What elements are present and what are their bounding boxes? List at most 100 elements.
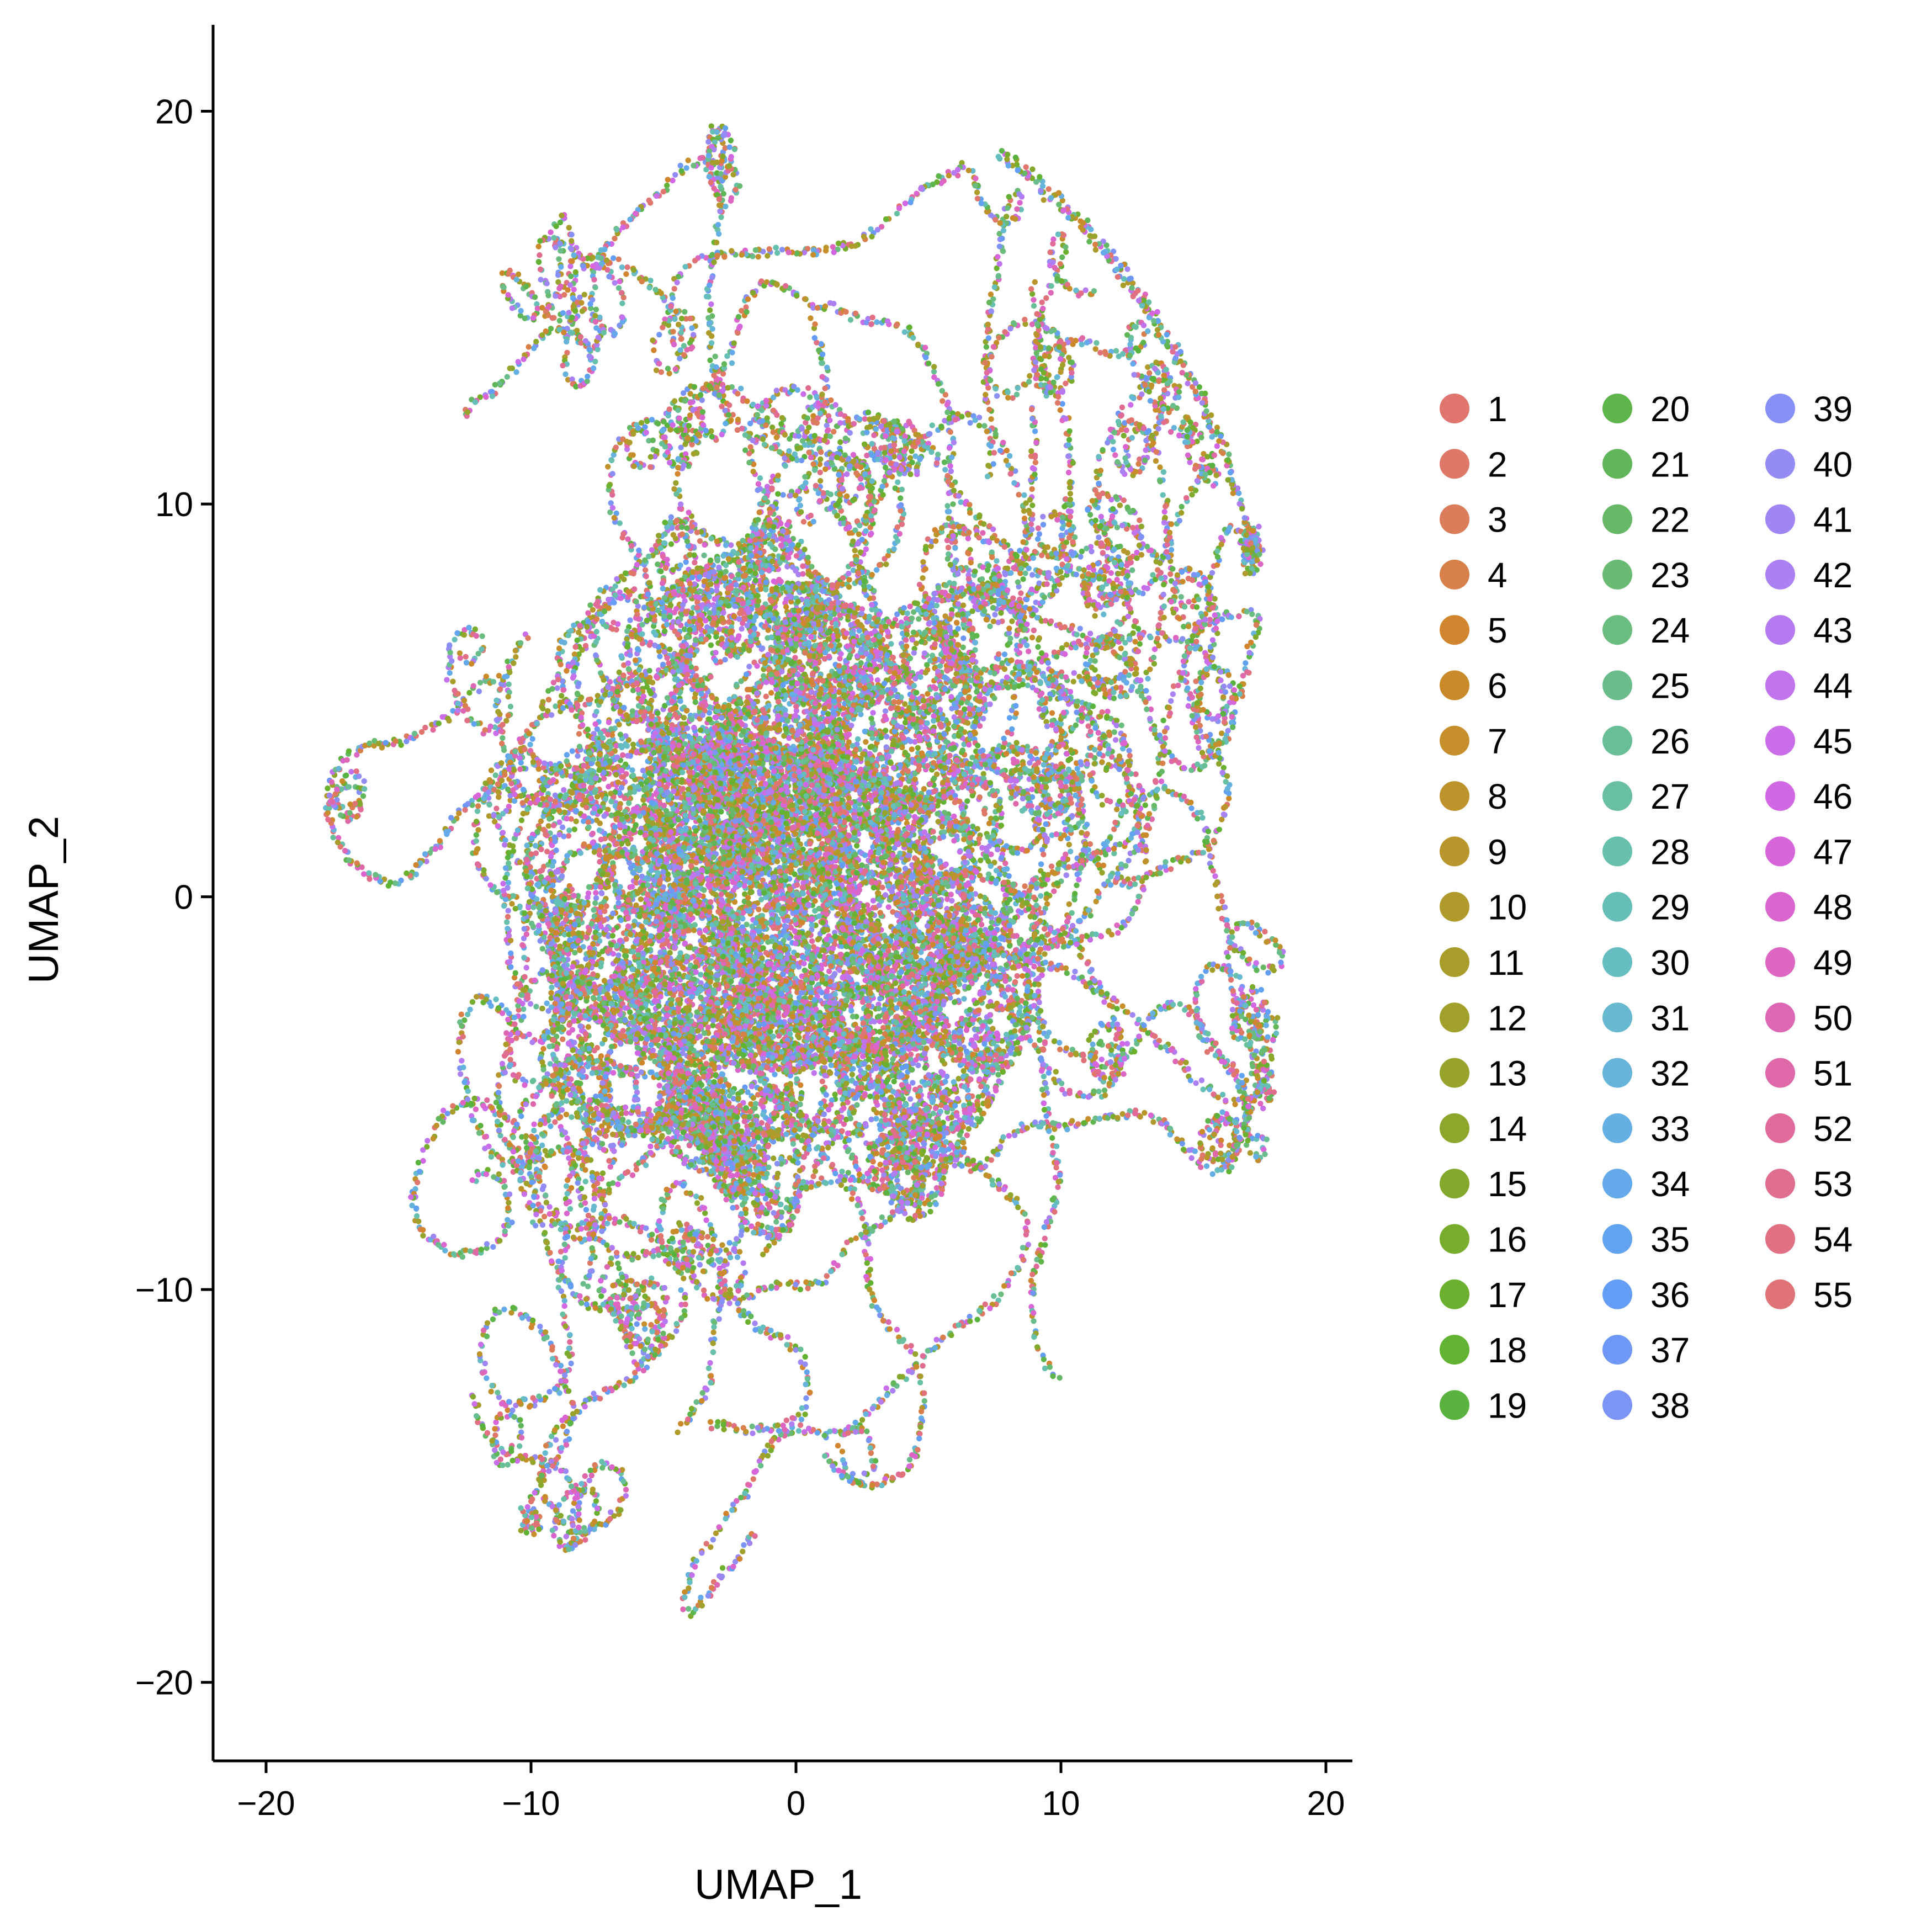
data-point	[1185, 381, 1190, 386]
data-point	[1168, 429, 1174, 434]
data-point	[989, 680, 994, 685]
data-point	[670, 295, 676, 301]
data-point	[1092, 242, 1098, 247]
data-point	[1093, 247, 1098, 252]
data-point	[999, 822, 1004, 828]
data-point	[1061, 503, 1067, 509]
data-point	[1085, 591, 1090, 596]
data-point	[1212, 453, 1217, 458]
data-point	[1198, 434, 1204, 440]
data-point	[1037, 174, 1042, 179]
data-point	[1059, 254, 1065, 260]
data-point	[1008, 471, 1013, 476]
data-point	[805, 415, 810, 421]
data-point	[1042, 926, 1047, 932]
data-point	[1121, 283, 1126, 288]
data-point	[1002, 329, 1007, 335]
data-point	[1149, 383, 1154, 388]
data-point	[1017, 200, 1022, 205]
data-point	[1029, 166, 1035, 172]
data-point	[1069, 370, 1074, 375]
data-point	[805, 385, 811, 391]
data-point	[1164, 332, 1170, 337]
data-point	[1040, 306, 1045, 311]
data-point	[1132, 882, 1138, 887]
data-point	[1113, 348, 1119, 354]
data-point	[973, 176, 978, 181]
data-point	[994, 393, 1000, 399]
data-point	[1021, 492, 1027, 498]
data-point	[1060, 362, 1065, 368]
data-point	[1156, 426, 1161, 432]
data-point	[1038, 861, 1044, 867]
data-point	[1033, 750, 1038, 756]
data-point	[1063, 249, 1069, 254]
data-point	[767, 246, 772, 252]
data-point	[996, 685, 1001, 691]
data-point	[1020, 576, 1026, 582]
data-point	[830, 244, 836, 250]
data-point	[755, 487, 761, 493]
data-point	[729, 248, 734, 253]
data-point	[988, 291, 994, 297]
data-point	[987, 1012, 992, 1018]
data-point	[1060, 208, 1066, 213]
data-point	[1132, 323, 1137, 329]
data-point	[976, 836, 982, 842]
data-point	[1081, 580, 1087, 586]
data-point	[1110, 439, 1116, 444]
data-point	[996, 335, 1001, 341]
data-point	[1221, 765, 1227, 771]
data-point	[1085, 603, 1090, 608]
data-point	[1038, 680, 1043, 685]
data-point	[1139, 391, 1144, 397]
data-point	[1009, 618, 1015, 624]
data-point	[739, 626, 744, 631]
data-point	[678, 336, 684, 342]
data-point	[868, 226, 873, 232]
data-point	[521, 357, 526, 362]
data-point	[1123, 427, 1129, 433]
data-point	[981, 1041, 987, 1047]
data-point	[1199, 400, 1205, 406]
data-point	[1226, 795, 1232, 801]
data-point	[650, 337, 655, 343]
data-point	[1161, 373, 1166, 378]
data-point	[1098, 1021, 1103, 1026]
data-point	[1230, 490, 1236, 496]
data-point	[1140, 339, 1146, 345]
data-point	[631, 267, 636, 273]
data-point	[1098, 1039, 1103, 1044]
data-point	[1000, 1006, 1005, 1012]
data-point	[1168, 866, 1174, 872]
data-point	[742, 447, 748, 453]
data-point	[1092, 613, 1097, 619]
data-point	[771, 578, 777, 584]
data-point	[1065, 442, 1071, 447]
data-point	[692, 258, 698, 263]
data-point	[1116, 1071, 1121, 1076]
data-point	[623, 271, 629, 277]
data-point	[1000, 440, 1006, 445]
data-point	[1058, 407, 1063, 413]
data-point	[682, 264, 688, 269]
data-point	[1039, 300, 1045, 305]
data-point	[1178, 349, 1183, 354]
data-point	[1207, 424, 1212, 429]
data-point	[1096, 862, 1101, 867]
data-point	[999, 935, 1005, 941]
data-point	[1089, 967, 1095, 972]
data-point	[1154, 449, 1159, 455]
data-point	[1163, 515, 1168, 521]
data-point	[1004, 458, 1009, 463]
data-point	[1125, 573, 1130, 578]
data-point	[1043, 295, 1049, 301]
data-point	[992, 217, 998, 222]
data-point	[1114, 267, 1119, 272]
data-point	[991, 344, 996, 349]
data-point	[1158, 871, 1163, 876]
data-point	[926, 789, 931, 795]
data-point	[1016, 192, 1022, 197]
data-point	[1079, 678, 1084, 684]
data-point	[1214, 548, 1220, 554]
